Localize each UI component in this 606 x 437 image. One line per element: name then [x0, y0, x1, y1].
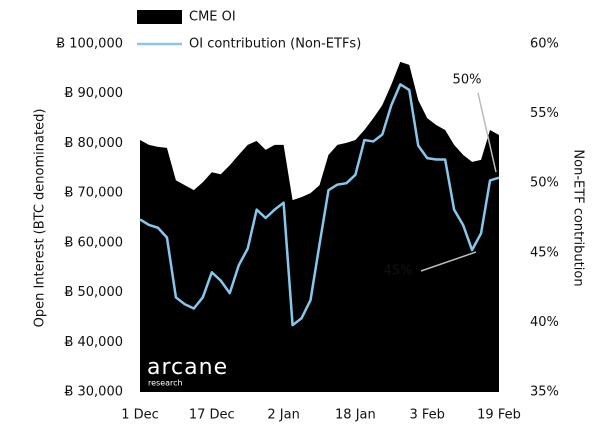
y-tick-label: Ƀ 80,000 — [64, 136, 123, 151]
legend-label: CME OI — [189, 10, 236, 25]
legend-swatch — [137, 10, 182, 24]
y2-tick-label: 60% — [530, 37, 559, 52]
y2-tick-label: 45% — [530, 245, 559, 260]
y-tick-label: Ƀ 30,000 — [64, 385, 123, 400]
annotation-leader — [477, 92, 497, 173]
annotation-leader — [420, 251, 477, 272]
legend-label: OI contribution (Non-ETFs) — [189, 37, 361, 52]
annotation: 50% — [453, 73, 482, 88]
y-tick-label: Ƀ 70,000 — [64, 186, 123, 201]
x-tick-label: 19 Feb — [477, 408, 521, 423]
y-tick-label: Ƀ 40,000 — [64, 335, 123, 350]
y-tick-label: Ƀ 50,000 — [64, 285, 123, 300]
y2-axis-label: Non-ETF contribution — [571, 149, 586, 286]
line — [139, 83, 500, 327]
annotation: 45% — [384, 264, 413, 279]
x-tick-label: 18 Jan — [335, 408, 376, 423]
x-tick-label: 2 Jan — [267, 408, 299, 423]
y2-tick-label: 40% — [530, 315, 559, 330]
y2-tick-label: 55% — [530, 106, 559, 121]
y-tick-label: Ƀ 90,000 — [64, 86, 123, 101]
y-axis-label: Open Interest (BTC denominated) — [33, 109, 48, 328]
y-tick-label: Ƀ 60,000 — [64, 235, 123, 250]
y2-tick-label: 50% — [530, 176, 559, 191]
x-tick-label: 1 Dec — [121, 408, 159, 423]
x-tick-label: 3 Feb — [409, 408, 444, 423]
logo-name: arcane — [147, 355, 228, 380]
x-tick-label: 17 Dec — [189, 408, 235, 423]
y-tick-label: Ƀ 100,000 — [56, 37, 123, 52]
logo-tagline: research — [148, 379, 183, 388]
y2-tick-label: 35% — [530, 385, 559, 400]
area — [140, 61, 499, 392]
